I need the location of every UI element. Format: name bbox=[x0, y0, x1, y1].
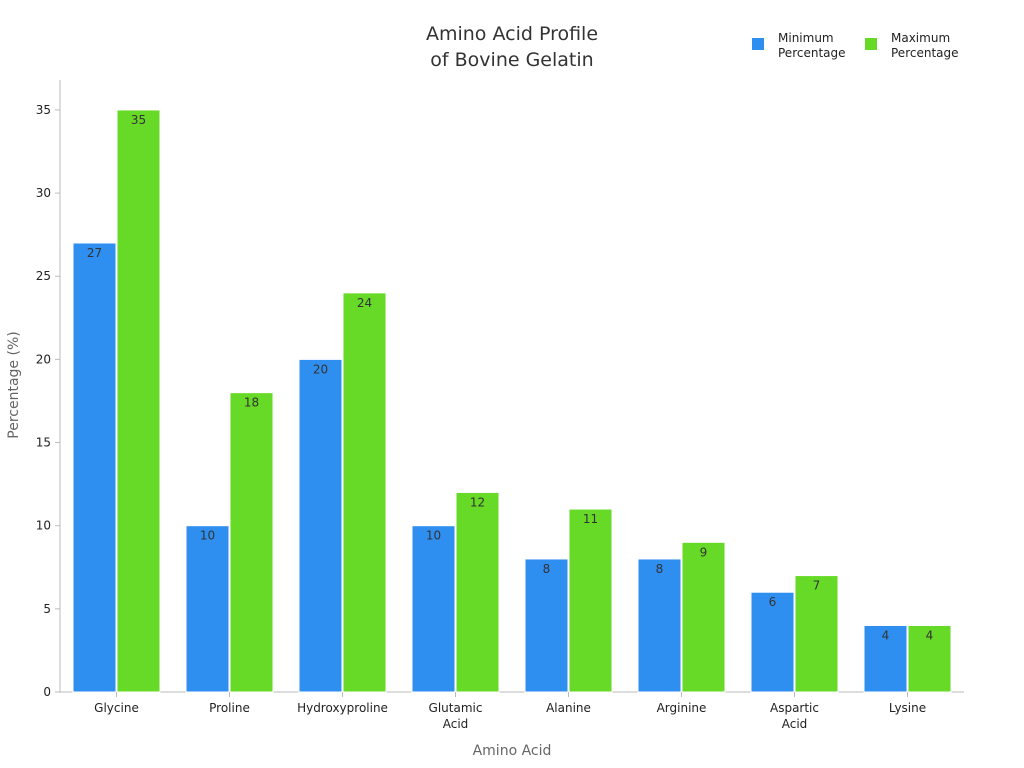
data-label-maximum-lysine: 4 bbox=[926, 628, 934, 642]
bar-maximum-alanine bbox=[568, 508, 613, 693]
y-tick-label: 5 bbox=[43, 602, 51, 616]
data-label-maximum-alanine: 11 bbox=[583, 512, 598, 526]
legend: Minimum Percentage Maximum Percentage bbox=[752, 31, 959, 60]
bar-minimum-proline bbox=[185, 525, 230, 693]
data-label-maximum-arginine: 9 bbox=[700, 545, 708, 559]
y-tick-label: 15 bbox=[36, 436, 51, 450]
x-tick-label-proline: Proline bbox=[209, 701, 250, 715]
legend-swatch-maximum bbox=[865, 38, 877, 50]
legend-label-minimum-line-1: Minimum bbox=[778, 31, 834, 45]
x-axis-labels: Glycine Proline Hydroxyproline Glutamic Acid… bbox=[94, 701, 926, 731]
y-tick-label: 25 bbox=[36, 269, 51, 283]
y-tick-label: 20 bbox=[36, 352, 51, 366]
bar-minimum-aspartic-acid bbox=[750, 591, 795, 693]
x-tick-label-aspartic-acid: Acid bbox=[782, 717, 808, 731]
bar-maximum-proline bbox=[229, 392, 274, 693]
chart-title-line-1: Amino Acid Profile bbox=[426, 23, 598, 45]
bar-maximum-aspartic-acid bbox=[794, 575, 839, 693]
x-tick-label-lysine: Lysine bbox=[889, 701, 926, 715]
legend-swatch-minimum bbox=[752, 38, 764, 50]
data-label-minimum-glutamic-acid: 10 bbox=[426, 529, 441, 543]
bar-maximum-glutamic-acid bbox=[455, 491, 500, 693]
data-label-maximum-proline: 18 bbox=[244, 396, 259, 410]
x-tick-label-hydroxyproline: Hydroxyproline bbox=[297, 701, 388, 715]
data-label-minimum-aspartic-acid: 6 bbox=[769, 595, 777, 609]
bar-minimum-hydroxyproline bbox=[298, 358, 343, 693]
legend-label-minimum-line-2: Percentage bbox=[778, 46, 846, 60]
bars: 27 35 10 18 20 24 10 12 8 11 8 9 6 7 4 4 bbox=[72, 109, 952, 697]
x-tick-label-arginine: Arginine bbox=[657, 701, 707, 715]
bar-minimum-lysine bbox=[863, 624, 908, 693]
data-label-maximum-hydroxyproline: 24 bbox=[357, 296, 372, 310]
x-tick-label-glutamic-acid: Glutamic bbox=[429, 701, 483, 715]
y-tick-label: 10 bbox=[36, 519, 51, 533]
data-label-minimum-lysine: 4 bbox=[882, 628, 890, 642]
legend-label-maximum-line-2: Percentage bbox=[891, 46, 959, 60]
data-label-minimum-arginine: 8 bbox=[656, 562, 664, 576]
data-label-minimum-hydroxyproline: 20 bbox=[313, 362, 328, 376]
bar-minimum-arginine bbox=[637, 558, 682, 693]
bar-maximum-hydroxyproline bbox=[342, 292, 387, 693]
y-tick-label: 0 bbox=[43, 685, 51, 699]
chart-title-line-2: of Bovine Gelatin bbox=[430, 49, 593, 71]
y-axis-title: Percentage (%) bbox=[6, 331, 22, 438]
x-tick-label-glycine: Glycine bbox=[94, 701, 139, 715]
data-label-minimum-proline: 10 bbox=[200, 529, 215, 543]
legend-label-maximum-line-1: Maximum bbox=[891, 31, 950, 45]
data-label-maximum-glycine: 35 bbox=[131, 113, 146, 127]
x-tick-label-alanine: Alanine bbox=[546, 701, 591, 715]
y-axis-ticks: 0 5 10 15 20 25 30 35 bbox=[36, 103, 60, 699]
data-label-minimum-glycine: 27 bbox=[87, 246, 102, 260]
chart-title: Amino Acid Profile of Bovine Gelatin bbox=[426, 23, 598, 71]
x-axis-title: Amino Acid bbox=[473, 743, 552, 759]
y-tick-label: 35 bbox=[36, 103, 51, 117]
bar-minimum-glycine bbox=[72, 242, 117, 693]
bar-maximum-lysine bbox=[907, 624, 952, 693]
data-label-maximum-glutamic-acid: 12 bbox=[470, 495, 485, 509]
data-label-maximum-aspartic-acid: 7 bbox=[813, 579, 821, 593]
data-label-minimum-alanine: 8 bbox=[543, 562, 551, 576]
bar-minimum-alanine bbox=[524, 558, 569, 693]
bar-maximum-glycine bbox=[116, 109, 161, 693]
bar-minimum-glutamic-acid bbox=[411, 525, 456, 693]
x-tick-label-glutamic-acid: Acid bbox=[443, 717, 469, 731]
y-tick-label: 30 bbox=[36, 186, 51, 200]
bar-maximum-arginine bbox=[681, 541, 726, 693]
x-tick-label-aspartic-acid: Aspartic bbox=[770, 701, 819, 715]
